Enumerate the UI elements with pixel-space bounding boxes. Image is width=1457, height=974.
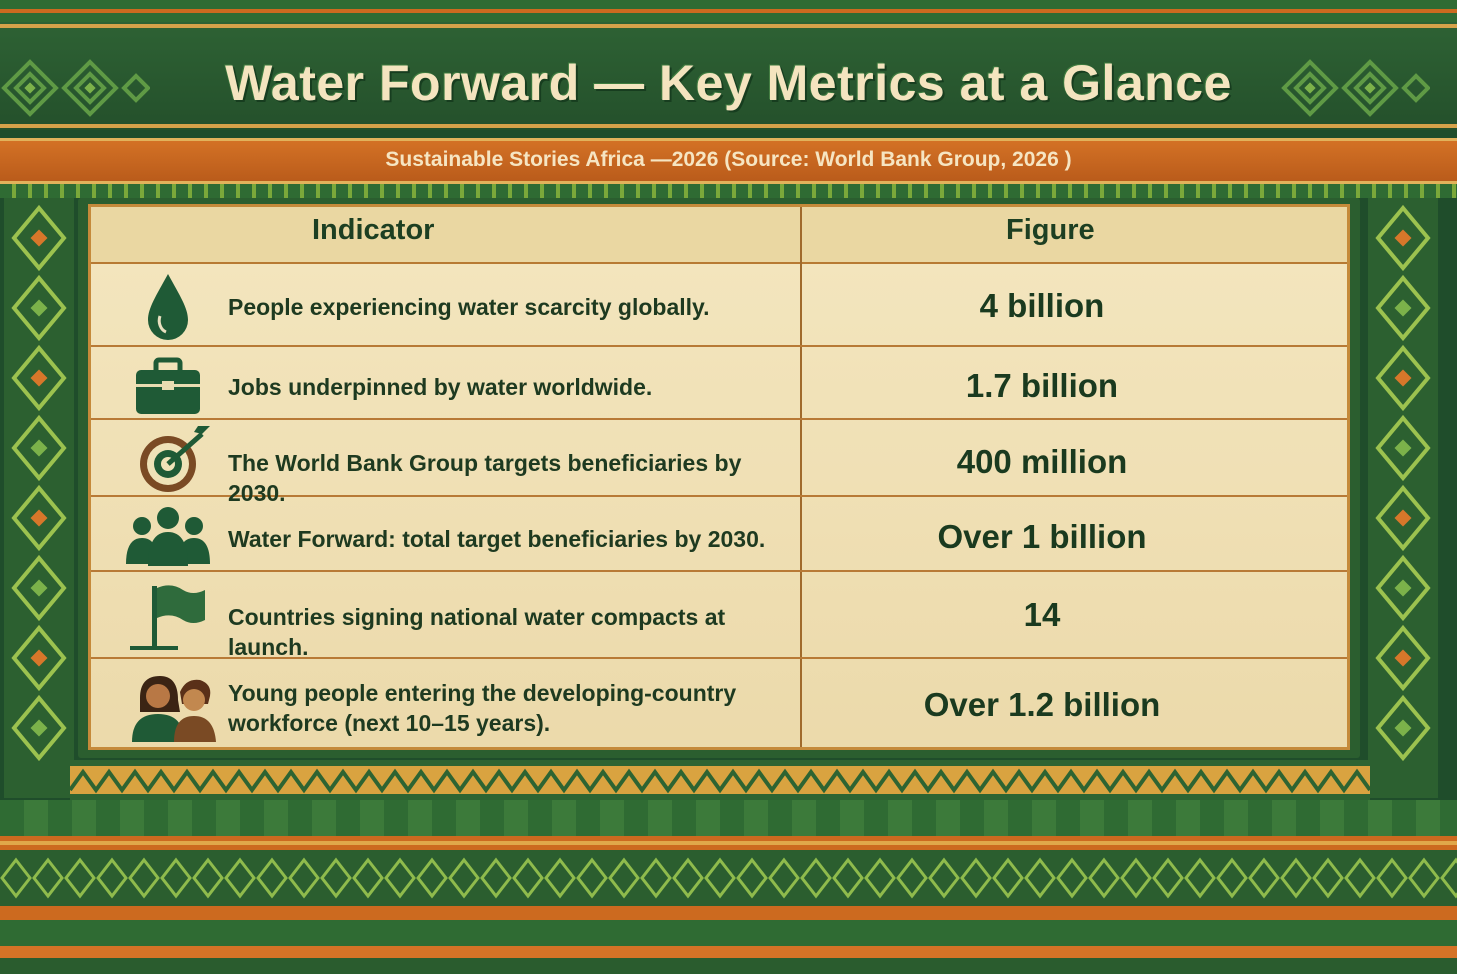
decorative-diamond <box>448 857 480 899</box>
decorative-diamond <box>224 857 256 899</box>
metrics-table <box>88 204 1350 750</box>
young-people-icon <box>132 676 216 742</box>
row-figure: 14 <box>1023 596 1061 633</box>
decorative-diamond <box>256 857 288 899</box>
decorative-diamond <box>640 857 672 899</box>
row-figure: 4 billion <box>979 287 1105 324</box>
decorative-diamond <box>864 857 896 899</box>
decorative-diamond <box>704 857 736 899</box>
row-divider <box>91 570 1347 572</box>
decorative-diamond <box>960 857 992 899</box>
decorative-diamond <box>1120 857 1152 899</box>
row-indicator: Jobs underpinned by water worldwide. <box>228 374 653 400</box>
right-tribal-pattern <box>1281 59 1430 117</box>
water-drop-icon <box>148 274 188 340</box>
row-divider <box>91 418 1347 420</box>
decorative-diamond <box>512 857 544 899</box>
right-side-pattern <box>1368 198 1438 798</box>
decorative-diamond <box>32 857 64 899</box>
decorative-diamond <box>1024 857 1056 899</box>
page-title: Water Forward — Key Metrics at a Glance <box>225 55 1232 111</box>
page-subtitle: Sustainable Stories Africa —2026 (Source… <box>385 148 1072 171</box>
table-header-row <box>91 207 1347 264</box>
decorative-diamond <box>928 857 960 899</box>
target-icon <box>140 426 210 492</box>
decorative-diamond <box>1440 857 1457 899</box>
decorative-diamond <box>96 857 128 899</box>
row-indicator: Water Forward: total target beneficiarie… <box>228 526 766 552</box>
decorative-diamond <box>320 857 352 899</box>
bottom-orange-line <box>0 836 1457 850</box>
header-figure: Figure <box>1006 214 1095 246</box>
decorative-diamond <box>1376 857 1408 899</box>
decorative-diamond <box>576 857 608 899</box>
decorative-diamond <box>1184 857 1216 899</box>
decorative-diamond <box>1408 857 1440 899</box>
decorative-diamond <box>288 857 320 899</box>
left-tribal-pattern <box>1 59 150 117</box>
bottom-green-band <box>0 800 1457 836</box>
decorative-diamond <box>352 857 384 899</box>
decorative-diamond <box>800 857 832 899</box>
decorative-diamond <box>1280 857 1312 899</box>
left-side-pattern <box>4 198 74 798</box>
people-group-icon <box>126 507 210 566</box>
header-indicator: Indicator <box>312 214 435 246</box>
decorative-diamond <box>544 857 576 899</box>
bottom-zigzag-band <box>70 760 1370 800</box>
row-divider <box>91 345 1347 347</box>
decorative-diamond <box>160 857 192 899</box>
decorative-diamond <box>832 857 864 899</box>
decorative-diamond <box>736 857 768 899</box>
decorative-diamond <box>992 857 1024 899</box>
row-divider <box>91 657 1347 659</box>
decorative-diamond <box>896 857 928 899</box>
decorative-diamond <box>768 857 800 899</box>
decorative-diamond <box>1312 857 1344 899</box>
row-figure: Over 1 billion <box>937 518 1147 555</box>
row-figure: Over 1.2 billion <box>923 686 1161 723</box>
decorative-diamond <box>1152 857 1184 899</box>
subtitle-band <box>0 138 1457 184</box>
row-figure: 400 million <box>956 443 1128 480</box>
row-indicator: Countries signing national water compact… <box>228 604 726 660</box>
decorative-diamond <box>192 857 224 899</box>
bottom-diamond-band <box>0 850 1457 906</box>
decorative-diamond <box>480 857 512 899</box>
row-indicator: The World Bank Group targets beneficiari… <box>228 450 742 506</box>
bottom-border-band <box>0 906 1457 974</box>
row-indicator: Young people entering the developing-cou… <box>228 680 737 736</box>
decorative-diamond <box>672 857 704 899</box>
row-figure: 1.7 billion <box>965 367 1119 404</box>
decorative-diamond <box>0 857 32 899</box>
title-band <box>0 22 1457 130</box>
row-indicator: People experiencing water scarcity globa… <box>228 294 710 320</box>
decorative-diamond <box>1248 857 1280 899</box>
decorative-diamond <box>64 857 96 899</box>
row-divider <box>91 495 1347 497</box>
decorative-diamond <box>608 857 640 899</box>
decorative-diamond <box>384 857 416 899</box>
separator-strip <box>0 184 1457 198</box>
decorative-diamond <box>416 857 448 899</box>
decorative-diamond <box>1056 857 1088 899</box>
top-border-strip <box>0 0 1457 22</box>
decorative-diamond <box>1088 857 1120 899</box>
column-divider <box>800 207 802 747</box>
decorative-diamond <box>1344 857 1376 899</box>
flag-icon <box>130 585 205 650</box>
briefcase-icon <box>136 357 200 414</box>
decorative-diamond <box>1216 857 1248 899</box>
decorative-diamond <box>128 857 160 899</box>
